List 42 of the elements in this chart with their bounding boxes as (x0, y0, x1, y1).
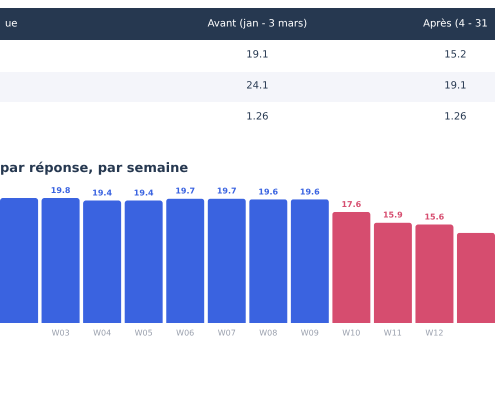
data-label: 15.9 (382, 210, 404, 220)
x-tick-label: W09 (300, 328, 319, 338)
text: 1.26 (246, 112, 269, 122)
text: Avant (jan - 3 mars) (208, 18, 308, 30)
bar (166, 198, 204, 323)
bar (290, 199, 329, 323)
text: 15.2 (444, 50, 467, 60)
data-label: 19.7 (175, 186, 196, 196)
x-tick-label: W03 (52, 328, 70, 338)
x-tick-label: W10 (342, 328, 360, 338)
bar (42, 198, 80, 323)
data-label: 19.6 (258, 187, 279, 196)
x-tick-label: W12 (425, 328, 444, 338)
x-tick-label: W04 (93, 328, 112, 338)
text: 19.1 (444, 80, 467, 92)
bar (208, 198, 246, 323)
data-label: 19.6 (300, 187, 320, 196)
x-tick-label: W05 (134, 328, 153, 338)
bar (0, 198, 38, 323)
bar (374, 222, 412, 323)
bar (249, 199, 288, 323)
text: 1.26 (444, 112, 467, 122)
data-label: 15.6 (424, 212, 445, 222)
bar (332, 212, 370, 323)
bar (456, 232, 495, 323)
text: ue (4, 18, 18, 30)
text: 19.1 (246, 50, 269, 60)
bar (83, 200, 122, 323)
bar (124, 200, 163, 323)
x-tick-label: W11 (384, 328, 402, 338)
chart-title: par réponse, par semaine (0, 161, 188, 176)
bar (415, 224, 454, 323)
data-label: 19.4 (92, 188, 112, 198)
text: 24.1 (246, 80, 269, 92)
data-label: 19.7 (216, 186, 237, 196)
data-label: 19.4 (134, 188, 154, 198)
x-tick-label: W07 (218, 328, 236, 338)
x-tick-label: W08 (259, 328, 278, 338)
x-tick-label: W06 (176, 328, 194, 338)
data-label: 19.8 (50, 186, 71, 195)
data-label: 17.6 (341, 200, 362, 209)
text: Après (4 - 31 (423, 18, 488, 30)
